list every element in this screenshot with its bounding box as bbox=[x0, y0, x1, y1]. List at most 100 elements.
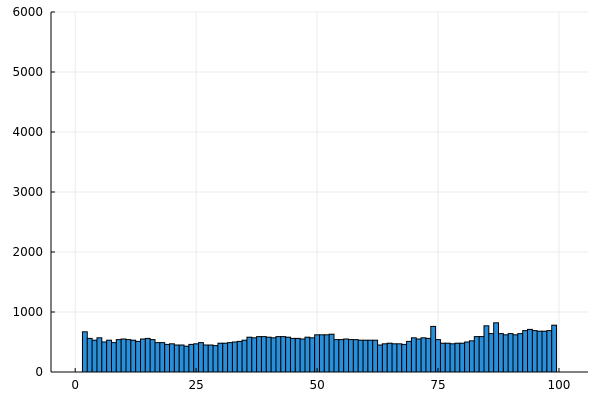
bar bbox=[299, 338, 306, 373]
gridlines bbox=[51, 11, 588, 372]
bar bbox=[372, 339, 379, 373]
bars bbox=[81, 322, 558, 373]
bar bbox=[420, 337, 427, 373]
bar bbox=[343, 338, 350, 373]
bar bbox=[289, 337, 296, 373]
bar bbox=[294, 337, 301, 373]
bar bbox=[188, 343, 195, 373]
x-tick-label: 50 bbox=[309, 378, 324, 392]
bar bbox=[319, 334, 325, 373]
x-tick-label: 25 bbox=[188, 378, 203, 392]
bar bbox=[522, 330, 529, 373]
bar bbox=[444, 342, 451, 373]
bar bbox=[110, 342, 117, 373]
bar bbox=[377, 344, 383, 373]
bar bbox=[251, 337, 258, 373]
bar bbox=[169, 343, 175, 373]
bar bbox=[202, 344, 209, 373]
y-tick-label: 5000 bbox=[12, 65, 43, 79]
bar bbox=[449, 343, 456, 373]
bar bbox=[401, 343, 408, 373]
bar bbox=[96, 337, 103, 373]
bar bbox=[493, 322, 500, 373]
bar bbox=[265, 336, 272, 373]
bar bbox=[367, 339, 374, 373]
bar bbox=[275, 336, 282, 373]
y-tick-label: 0 bbox=[35, 365, 43, 379]
bar bbox=[164, 343, 171, 373]
bar bbox=[183, 345, 190, 373]
bar bbox=[86, 337, 93, 373]
bar bbox=[246, 336, 253, 373]
bar bbox=[140, 338, 146, 373]
bar bbox=[439, 342, 446, 373]
bar bbox=[144, 337, 151, 373]
bar bbox=[459, 342, 466, 373]
bar bbox=[222, 342, 229, 373]
y-tick-label: 1000 bbox=[12, 305, 43, 319]
bar bbox=[512, 334, 519, 373]
bar bbox=[338, 339, 345, 373]
bar bbox=[198, 342, 204, 373]
bar bbox=[236, 340, 243, 373]
bar bbox=[333, 339, 340, 373]
bar bbox=[546, 330, 553, 373]
bar bbox=[101, 341, 108, 373]
bar bbox=[502, 334, 509, 373]
bar bbox=[362, 339, 369, 373]
bar bbox=[217, 342, 224, 373]
bar bbox=[507, 333, 514, 373]
bar bbox=[488, 333, 495, 373]
bar bbox=[241, 339, 248, 373]
bar bbox=[323, 334, 330, 373]
bar bbox=[115, 339, 122, 373]
bar bbox=[120, 338, 127, 373]
bar bbox=[149, 339, 156, 373]
x-tick-label: 0 bbox=[71, 378, 79, 392]
bar bbox=[464, 341, 470, 373]
bar bbox=[328, 333, 335, 373]
bar bbox=[280, 336, 287, 373]
bar bbox=[410, 337, 417, 373]
bar bbox=[285, 336, 291, 373]
bar bbox=[517, 333, 524, 373]
bar bbox=[386, 342, 393, 373]
bar bbox=[154, 342, 161, 373]
bar bbox=[130, 339, 137, 373]
y-tick-label: 6000 bbox=[12, 5, 43, 19]
bar bbox=[483, 325, 490, 373]
bar bbox=[527, 328, 533, 373]
bar bbox=[531, 330, 538, 373]
bar bbox=[478, 336, 485, 373]
bar bbox=[454, 342, 461, 373]
bar bbox=[178, 344, 185, 373]
y-tick-label: 3000 bbox=[12, 185, 43, 199]
bar bbox=[396, 343, 403, 373]
bar bbox=[473, 336, 480, 373]
bar bbox=[468, 340, 475, 373]
y-tick-label: 4000 bbox=[12, 125, 43, 139]
bar bbox=[193, 343, 200, 373]
bar bbox=[352, 339, 359, 373]
bar bbox=[260, 336, 267, 373]
bar bbox=[406, 340, 412, 373]
bar bbox=[536, 330, 543, 373]
x-tick-label: 100 bbox=[548, 378, 571, 392]
x-tick-label: 75 bbox=[430, 378, 445, 392]
bar bbox=[391, 343, 398, 373]
bar bbox=[81, 331, 88, 373]
bar bbox=[425, 337, 432, 373]
bar bbox=[551, 324, 558, 373]
bar bbox=[381, 343, 388, 373]
bar bbox=[106, 339, 112, 373]
bar bbox=[270, 337, 277, 373]
bar bbox=[430, 325, 437, 373]
bar bbox=[212, 345, 219, 373]
bar bbox=[159, 342, 166, 373]
bar bbox=[304, 336, 311, 373]
bar bbox=[135, 340, 142, 373]
bar bbox=[314, 334, 321, 373]
bar bbox=[348, 339, 354, 373]
